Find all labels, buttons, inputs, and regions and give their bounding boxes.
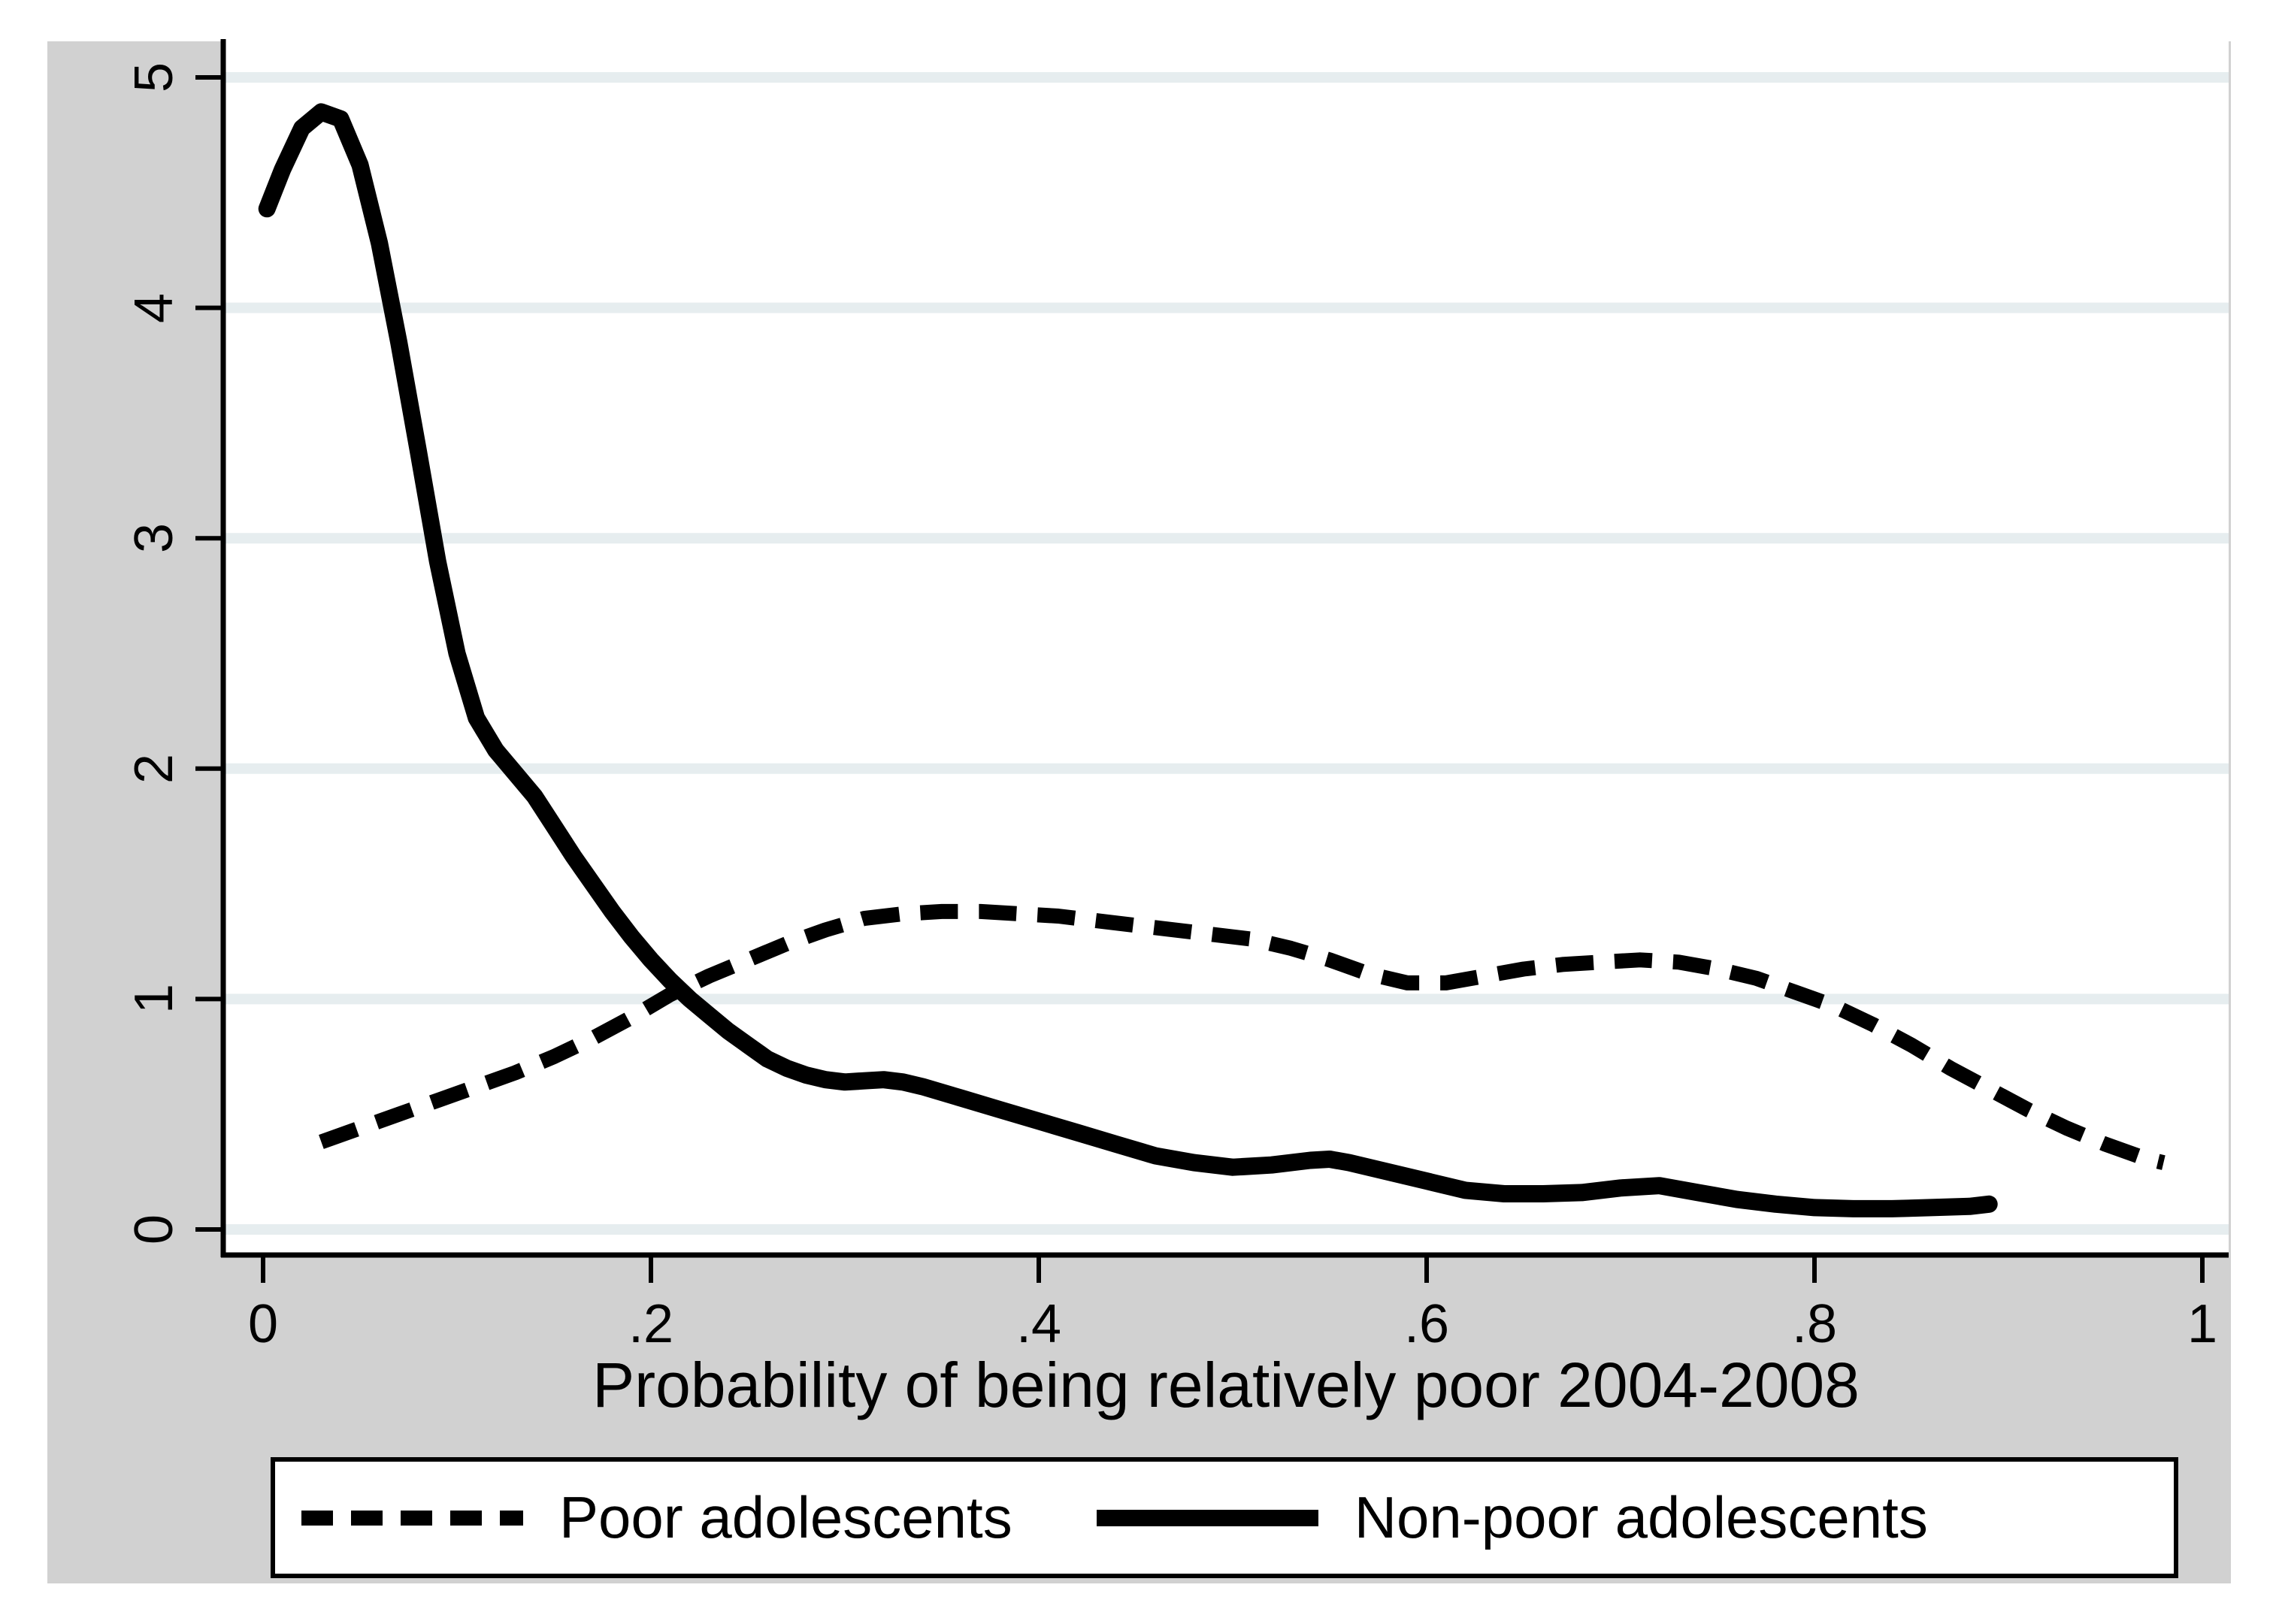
y-tick-label-0: 0: [124, 1214, 184, 1245]
y-tick-label-4: 4: [124, 292, 184, 323]
x-tick-label-1: .2: [628, 1294, 674, 1354]
x-tick-label-2: .4: [1015, 1294, 1062, 1354]
x-tick-label-4: .8: [1791, 1294, 1838, 1354]
non-poor-adolescents-line: [258, 103, 1998, 1217]
gridlines: [225, 72, 2229, 1235]
x-tick-label-3: .6: [1403, 1294, 1450, 1354]
y-tick-label-1: 1: [124, 984, 184, 1015]
poor-adolescents-line: [319, 903, 2166, 1170]
x-axis-title: Probability of being relatively poor 200…: [592, 1350, 1860, 1420]
legend: Poor adolescents Non-poor adolescents: [271, 1457, 2178, 1578]
x-tick-label-5: 1: [2187, 1294, 2218, 1354]
y-tick-label-3: 3: [124, 523, 184, 554]
dashed-line-sample-icon: [301, 1510, 523, 1526]
plot-area: [223, 41, 2229, 1255]
x-tick-label-0: 0: [247, 1294, 279, 1354]
solid-line-sample-icon: [1096, 1509, 1318, 1526]
legend-label-poor: Poor adolescents: [559, 1484, 1012, 1550]
y-tick-label-5: 5: [124, 62, 184, 93]
axis-ticks: [195, 75, 2205, 1283]
legend-label-non-poor: Non-poor adolescents: [1354, 1484, 1928, 1550]
y-tick-label-2: 2: [124, 753, 184, 784]
